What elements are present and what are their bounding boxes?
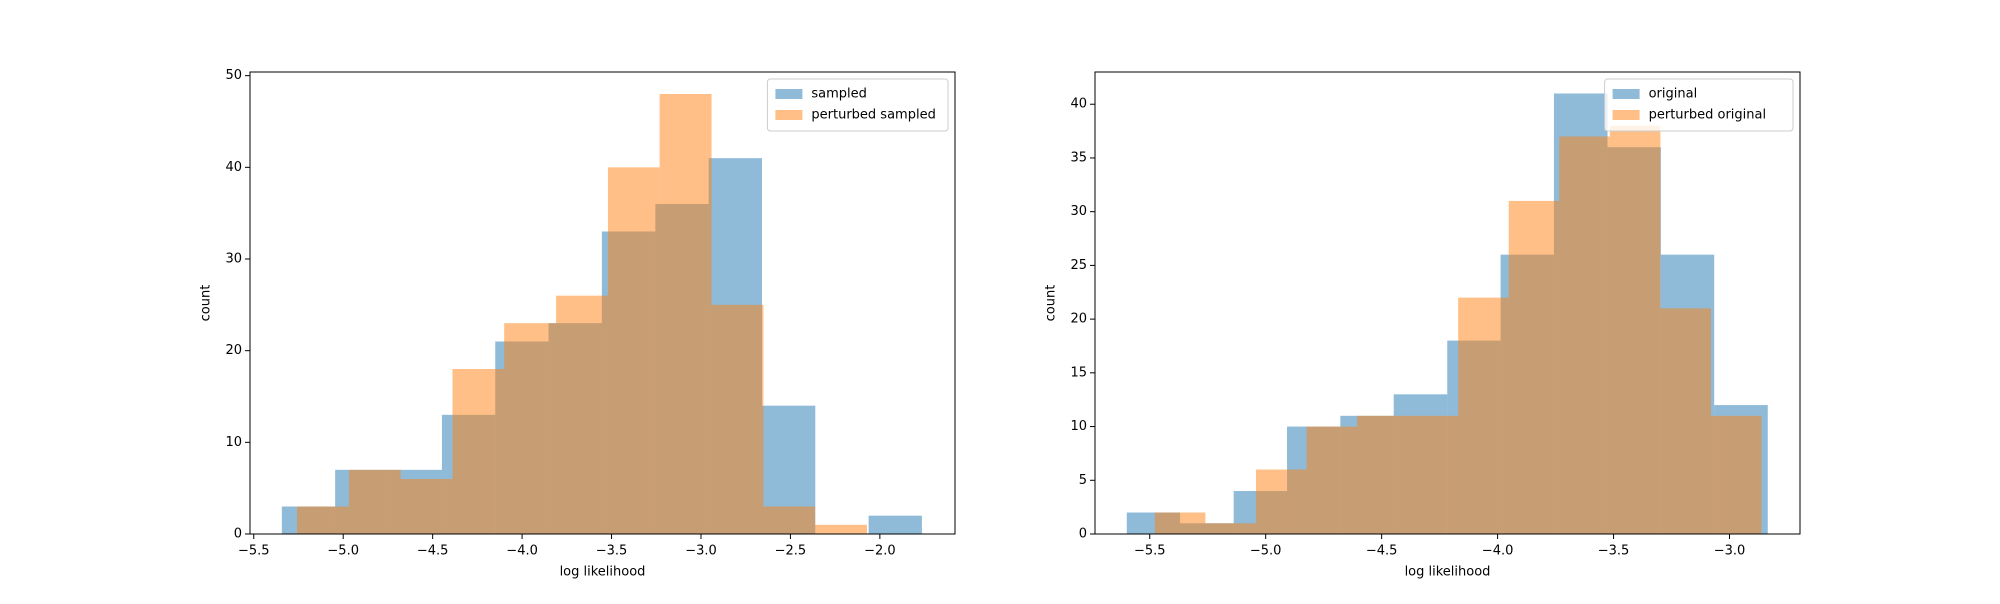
histogram-bar	[1660, 308, 1711, 534]
x-tick-label: −5.5	[238, 544, 270, 559]
y-tick-label: 5	[1079, 473, 1087, 488]
y-tick-label: 50	[225, 68, 242, 83]
legend-swatch	[1612, 89, 1640, 99]
legend-label: original	[1649, 87, 1698, 102]
y-axis-label: count	[1044, 285, 1059, 322]
legend-box	[1604, 78, 1794, 132]
x-axis-label: log likelihood	[1405, 565, 1491, 580]
histogram-bar	[1357, 415, 1408, 534]
histogram-bar	[815, 524, 867, 534]
y-tick-label: 10	[1070, 419, 1087, 434]
x-axis-label: log likelihood	[560, 565, 646, 580]
histogram-bar	[711, 304, 764, 534]
y-tick-label: 30	[1070, 204, 1087, 219]
x-tick-label: −4.5	[1366, 544, 1398, 559]
histogram-bar	[1306, 426, 1358, 534]
legend-box	[766, 78, 949, 132]
histogram-bar	[1559, 136, 1610, 534]
histogram-bar	[452, 369, 505, 534]
histogram-bar	[1710, 415, 1762, 534]
legend-label: sampled	[811, 87, 867, 102]
histogram-bar	[348, 469, 401, 534]
histogram-bar	[659, 94, 712, 534]
histogram-bar	[1458, 297, 1509, 534]
y-tick-label: 30	[225, 252, 242, 267]
histogram-bar	[1508, 200, 1560, 534]
histogram-bar	[556, 295, 608, 534]
x-tick-label: −3.5	[596, 544, 628, 559]
x-tick-label: −2.0	[864, 544, 896, 559]
histogram-bar	[504, 323, 557, 534]
x-tick-label: −4.5	[417, 544, 449, 559]
x-tick-label: −4.0	[506, 544, 538, 559]
y-tick-label: 25	[1070, 258, 1087, 273]
y-tick-label: 40	[225, 160, 242, 175]
y-tick-label: 20	[1070, 312, 1087, 327]
y-tick-label: 0	[1079, 527, 1087, 542]
histogram-bar	[868, 515, 922, 534]
y-tick-label: 15	[1070, 365, 1087, 380]
x-tick-label: −3.5	[1598, 544, 1630, 559]
y-tick-label: 35	[1070, 150, 1087, 165]
axes-frame	[1094, 71, 1801, 535]
y-tick-label: 20	[225, 343, 242, 358]
axes-frame	[249, 71, 956, 535]
y-tick-label: 0	[234, 527, 242, 542]
x-tick-label: −5.5	[1134, 544, 1166, 559]
x-tick-label: −5.0	[1250, 544, 1282, 559]
histogram-bar	[400, 479, 453, 534]
y-axis-label: count	[199, 285, 214, 322]
legend-swatch	[775, 110, 803, 120]
legend-swatch	[775, 89, 803, 99]
histogram-bar	[607, 167, 660, 535]
x-tick-label: −5.0	[327, 544, 359, 559]
legend-label: perturbed sampled	[811, 108, 935, 123]
x-tick-label: −2.5	[775, 544, 807, 559]
y-tick-label: 40	[1070, 97, 1087, 112]
legend-label: perturbed original	[1649, 108, 1767, 123]
histogram-bar	[297, 506, 349, 534]
histogram-bar	[1154, 512, 1206, 534]
histogram-bar	[1609, 125, 1661, 534]
histogram-bar	[763, 506, 816, 534]
y-tick-label: 10	[225, 435, 242, 450]
x-tick-label: −3.0	[685, 544, 717, 559]
histogram-bar	[1205, 523, 1256, 534]
x-tick-label: −3.0	[1714, 544, 1746, 559]
histogram-bar	[1407, 415, 1459, 534]
histogram-bar	[1255, 469, 1307, 534]
x-tick-label: −4.0	[1482, 544, 1514, 559]
legend-swatch	[1612, 110, 1640, 120]
